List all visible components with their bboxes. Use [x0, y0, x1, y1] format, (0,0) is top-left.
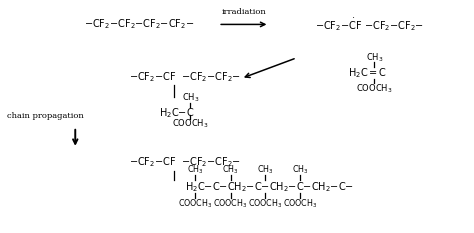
Text: $\mathrm{CH_3}$: $\mathrm{CH_3}$	[292, 163, 308, 176]
Text: $-\mathrm{CF_2}{-}\mathrm{\dot{C}F}\ {-}\mathrm{CF_2}{-}\mathrm{CF_2}{-}$: $-\mathrm{CF_2}{-}\mathrm{\dot{C}F}\ {-}…	[315, 16, 424, 33]
Text: $-\mathrm{CF_2}{-}\mathrm{CF}\ \ {-}\mathrm{CF_2}{-}\mathrm{CF_2}{-}$: $-\mathrm{CF_2}{-}\mathrm{CF}\ \ {-}\mat…	[129, 70, 241, 84]
Text: $\mathrm{H_2C}{-}\mathrm{\dot{C}}$: $\mathrm{H_2C}{-}\mathrm{\dot{C}}$	[159, 103, 194, 120]
Text: $\mathrm{COOCH_3}$: $\mathrm{COOCH_3}$	[247, 197, 282, 209]
Text: $\mathrm{CH_3}$: $\mathrm{CH_3}$	[365, 51, 383, 64]
Text: $\mathrm{CH_3}$: $\mathrm{CH_3}$	[256, 163, 273, 176]
Text: $\mathrm{CH_3}$: $\mathrm{CH_3}$	[222, 163, 239, 176]
Text: $-\mathrm{CF_2}{-}\mathrm{CF_2}{-}\mathrm{CF_2}{-}\mathrm{CF_2}{-}$: $-\mathrm{CF_2}{-}\mathrm{CF_2}{-}\mathr…	[84, 17, 194, 31]
Text: $-\mathrm{CF_2}{-}\mathrm{CF}\ \ {-}\mathrm{CF_2}{-}\mathrm{CF_2}{-}$: $-\mathrm{CF_2}{-}\mathrm{CF}\ \ {-}\mat…	[129, 156, 241, 169]
Text: $\mathrm{CH_3}$: $\mathrm{CH_3}$	[182, 92, 199, 104]
Text: chain propagation: chain propagation	[7, 113, 84, 120]
Text: $\mathrm{H_2C}{-}\mathrm{C}{-}\mathrm{CH_2}{-}\mathrm{C}{-}\mathrm{CH_2}{-}\math: $\mathrm{H_2C}{-}\mathrm{C}{-}\mathrm{CH…	[185, 180, 354, 194]
Text: $\mathrm{COOCH_3}$: $\mathrm{COOCH_3}$	[178, 197, 212, 209]
Text: $\mathrm{COOCH_3}$: $\mathrm{COOCH_3}$	[213, 197, 248, 209]
Text: $\mathrm{H_2C}{=}\mathrm{C}$: $\mathrm{H_2C}{=}\mathrm{C}$	[348, 66, 387, 80]
Text: $\mathrm{COOCH_3}$: $\mathrm{COOCH_3}$	[283, 197, 317, 209]
Text: irradiation: irradiation	[221, 8, 266, 16]
Text: $\mathrm{CH_3}$: $\mathrm{CH_3}$	[187, 163, 204, 176]
Text: $\mathrm{COOCH_3}$: $\mathrm{COOCH_3}$	[172, 117, 209, 130]
Text: $\mathrm{COOCH_3}$: $\mathrm{COOCH_3}$	[356, 82, 392, 95]
